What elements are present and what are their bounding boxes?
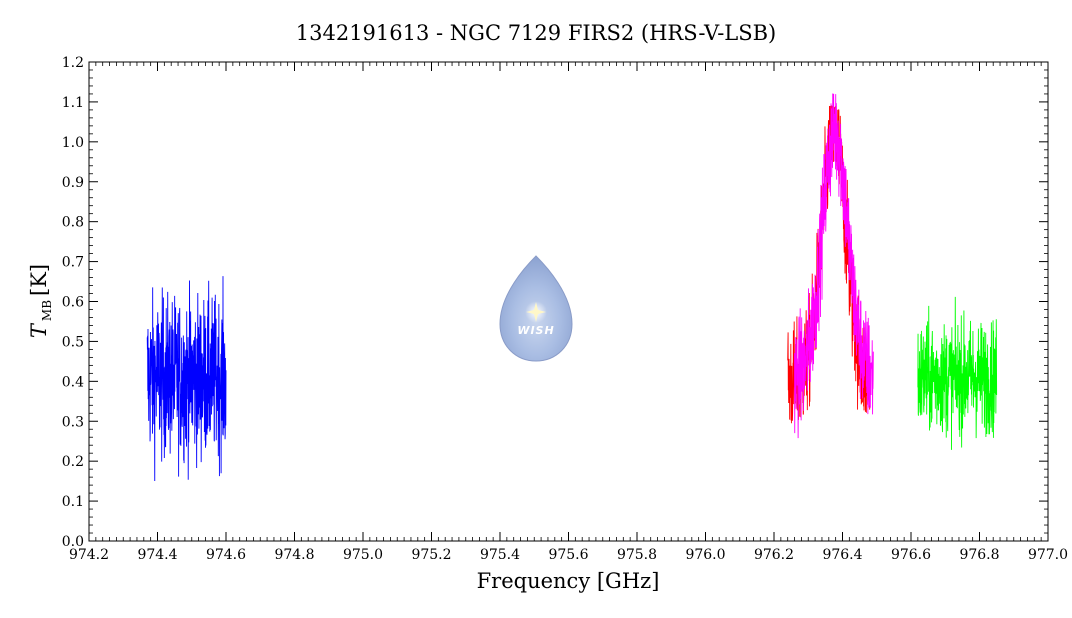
x-tick-label: 975.0 (343, 547, 383, 563)
x-tick-label: 974.8 (274, 547, 314, 563)
x-axis-label: Frequency [GHz] (477, 569, 660, 593)
y-tick-label: 0.7 (62, 255, 84, 271)
x-tick-label: 975.6 (548, 547, 588, 563)
x-tick-label: 976.8 (959, 547, 999, 563)
x-tick-label: 974.6 (206, 547, 246, 563)
y-tick-label: 0.9 (62, 175, 84, 191)
y-tick-label: 0.1 (62, 494, 84, 510)
series-0-line (146, 276, 227, 481)
y-tick-label: 1.0 (62, 135, 84, 151)
plot-area: 974.2 974.4 974.6 974.8 975.0 975.2 975.4 975.6… (62, 55, 1068, 563)
y-tick-label: 0.5 (62, 334, 84, 350)
y-tick-label: 0.8 (62, 215, 84, 231)
logo-text: WISH (517, 324, 554, 337)
plot-frame (88, 61, 1049, 542)
x-tick-label: 976.2 (754, 547, 794, 563)
series-2-line (794, 93, 874, 439)
x-tick-label: 976.0 (685, 547, 725, 563)
y-tick-label: 1.2 (62, 55, 84, 71)
series-3-line (917, 296, 998, 450)
y-axis-label-sub: MB (40, 300, 54, 321)
y-axis-label-main: T (27, 322, 51, 338)
wish-logo: WISH (499, 255, 573, 362)
y-tick-label: 0.0 (62, 534, 84, 550)
x-tick-label: 974.2 (69, 547, 109, 563)
x-tick-label: 975.8 (617, 547, 657, 563)
y-axis-label: TMB [K] (27, 264, 54, 338)
x-tick-label: 977.0 (1028, 547, 1068, 563)
chart-title: 1342191613 - NGC 7129 FIRS2 (HRS-V-LSB) (296, 21, 777, 45)
y-tick-label: 1.1 (62, 95, 84, 111)
y-tick-label: 0.2 (62, 454, 84, 470)
x-tick-label: 976.4 (822, 547, 862, 563)
y-tick-label: 0.4 (62, 374, 84, 390)
y-tick-label: 0.6 (62, 295, 84, 311)
y-tick-label: 0.3 (62, 414, 84, 430)
x-tick-label: 976.6 (891, 547, 931, 563)
x-tick-label: 975.4 (480, 547, 520, 563)
x-tick-label: 975.2 (411, 547, 451, 563)
x-tick-label: 974.4 (137, 547, 177, 563)
y-axis-label-unit: [K] (27, 264, 51, 296)
